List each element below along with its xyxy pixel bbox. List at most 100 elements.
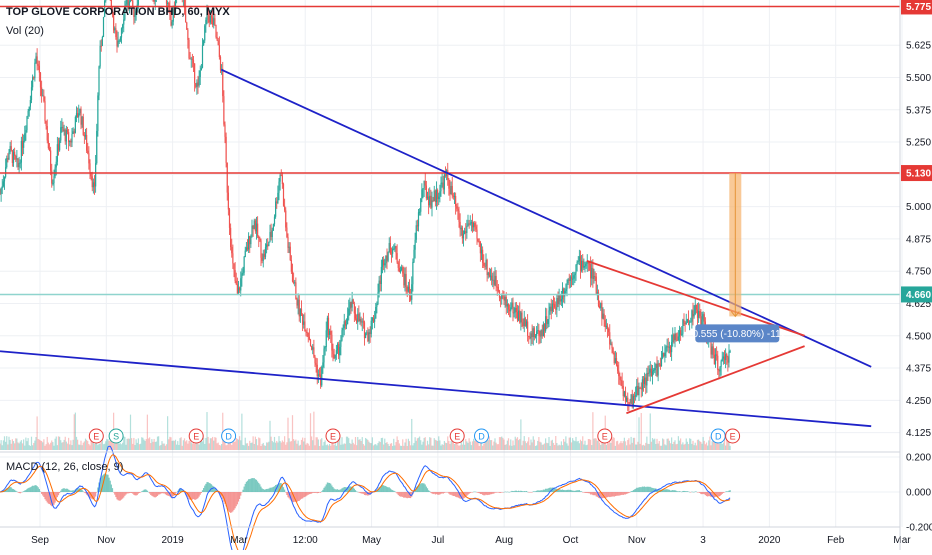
candle-body xyxy=(276,201,277,202)
macd-histogram-bar xyxy=(262,488,263,492)
candle-body xyxy=(96,131,97,163)
candle-body xyxy=(426,186,427,199)
macd-histogram-bar xyxy=(338,490,339,492)
volume-bar xyxy=(158,436,159,450)
volume-bar xyxy=(205,438,206,450)
candle-body xyxy=(355,314,356,319)
macd-histogram-bar xyxy=(498,492,499,493)
volume-bar xyxy=(11,444,12,450)
candle-body xyxy=(528,336,529,337)
volume-bar xyxy=(165,446,166,450)
macd-histogram-bar xyxy=(22,492,23,493)
price-label: 5.775 xyxy=(906,2,931,13)
volume-bar xyxy=(402,439,403,450)
candle-body xyxy=(339,347,340,355)
volume-bar xyxy=(124,437,125,450)
candle-body xyxy=(413,250,414,262)
candle-body xyxy=(498,287,499,291)
volume-bar xyxy=(149,437,150,450)
macd-histogram-bar xyxy=(698,492,699,493)
volume-bar xyxy=(33,443,34,450)
volume-bar xyxy=(203,438,204,450)
candle-body xyxy=(431,201,432,208)
macd-histogram-bar xyxy=(438,492,439,495)
volume-bar xyxy=(553,443,554,450)
macd-histogram-bar xyxy=(722,492,723,494)
macd-histogram-bar xyxy=(512,491,513,492)
macd-histogram-bar xyxy=(618,492,619,496)
volume-bar xyxy=(287,418,288,450)
volume-bar xyxy=(678,436,679,450)
macd-histogram-bar xyxy=(283,487,284,492)
volume-bar xyxy=(127,439,128,450)
volume-bar xyxy=(331,443,332,450)
volume-bar xyxy=(637,442,638,450)
candle-body xyxy=(574,273,575,275)
macd-histogram-bar xyxy=(592,492,593,495)
candle-body xyxy=(416,225,417,239)
volume-bar xyxy=(376,445,377,450)
macd-histogram-bar xyxy=(208,482,209,492)
candle-body xyxy=(600,303,601,308)
volume-bar xyxy=(690,439,691,450)
macd-histogram-bar xyxy=(21,492,22,493)
macd-histogram-bar xyxy=(361,492,362,493)
candle-body xyxy=(330,331,331,335)
volume-bar xyxy=(98,444,99,450)
volume-bar xyxy=(573,440,574,450)
volume-bar xyxy=(169,437,170,450)
macd-indicator-label[interactable]: MACD (12, 26, close, 9) xyxy=(6,461,123,473)
candle-body xyxy=(310,340,311,346)
candle-body xyxy=(305,331,306,332)
macd-histogram-bar xyxy=(506,492,507,493)
macd-histogram-bar xyxy=(176,492,177,493)
candle-body xyxy=(613,348,614,353)
macd-histogram-bar xyxy=(285,492,286,493)
volume-bar xyxy=(663,439,664,450)
volume-bar xyxy=(628,438,629,450)
volume-bar xyxy=(43,439,44,450)
volume-bar xyxy=(656,439,657,450)
volume-bar xyxy=(350,444,351,450)
candle-body xyxy=(260,241,261,258)
volume-bar xyxy=(258,437,259,450)
candle-body xyxy=(494,276,495,285)
macd-histogram-bar xyxy=(129,492,130,493)
macd-histogram-bar xyxy=(546,489,547,492)
candle-body xyxy=(713,346,714,354)
candle-body xyxy=(236,281,237,284)
volume-bar xyxy=(400,446,401,450)
volume-bar xyxy=(538,437,539,450)
volume-bar xyxy=(344,443,345,450)
macd-histogram-bar xyxy=(82,490,83,492)
macd-histogram-bar xyxy=(109,478,110,492)
macd-histogram-bar xyxy=(195,492,196,500)
candle-body xyxy=(523,322,524,326)
macd-histogram-bar xyxy=(64,488,65,492)
macd-histogram-bar xyxy=(446,492,447,493)
time-tick-label: Oct xyxy=(563,535,579,546)
candle-body xyxy=(676,334,677,340)
volume-bar xyxy=(292,415,293,450)
volume-indicator-label[interactable]: Vol (20) xyxy=(6,25,44,37)
volume-bar xyxy=(442,444,443,450)
candle-body xyxy=(542,330,543,336)
macd-histogram-bar xyxy=(39,489,40,492)
candle-body xyxy=(375,307,376,319)
volume-bar xyxy=(366,439,367,450)
candle-body xyxy=(662,353,663,358)
candle-body xyxy=(59,140,60,150)
macd-histogram-bar xyxy=(671,490,672,492)
volume-bar xyxy=(433,446,434,450)
volume-bar xyxy=(282,440,283,450)
candle-body xyxy=(65,130,66,142)
macd-histogram-bar xyxy=(670,491,671,492)
volume-bar xyxy=(516,439,517,450)
macd-histogram-bar xyxy=(61,489,62,492)
candle-body xyxy=(93,182,94,187)
macd-histogram-bar xyxy=(251,478,252,492)
candle-body xyxy=(101,46,102,47)
candle-body xyxy=(622,380,623,385)
volume-bar xyxy=(616,441,617,450)
